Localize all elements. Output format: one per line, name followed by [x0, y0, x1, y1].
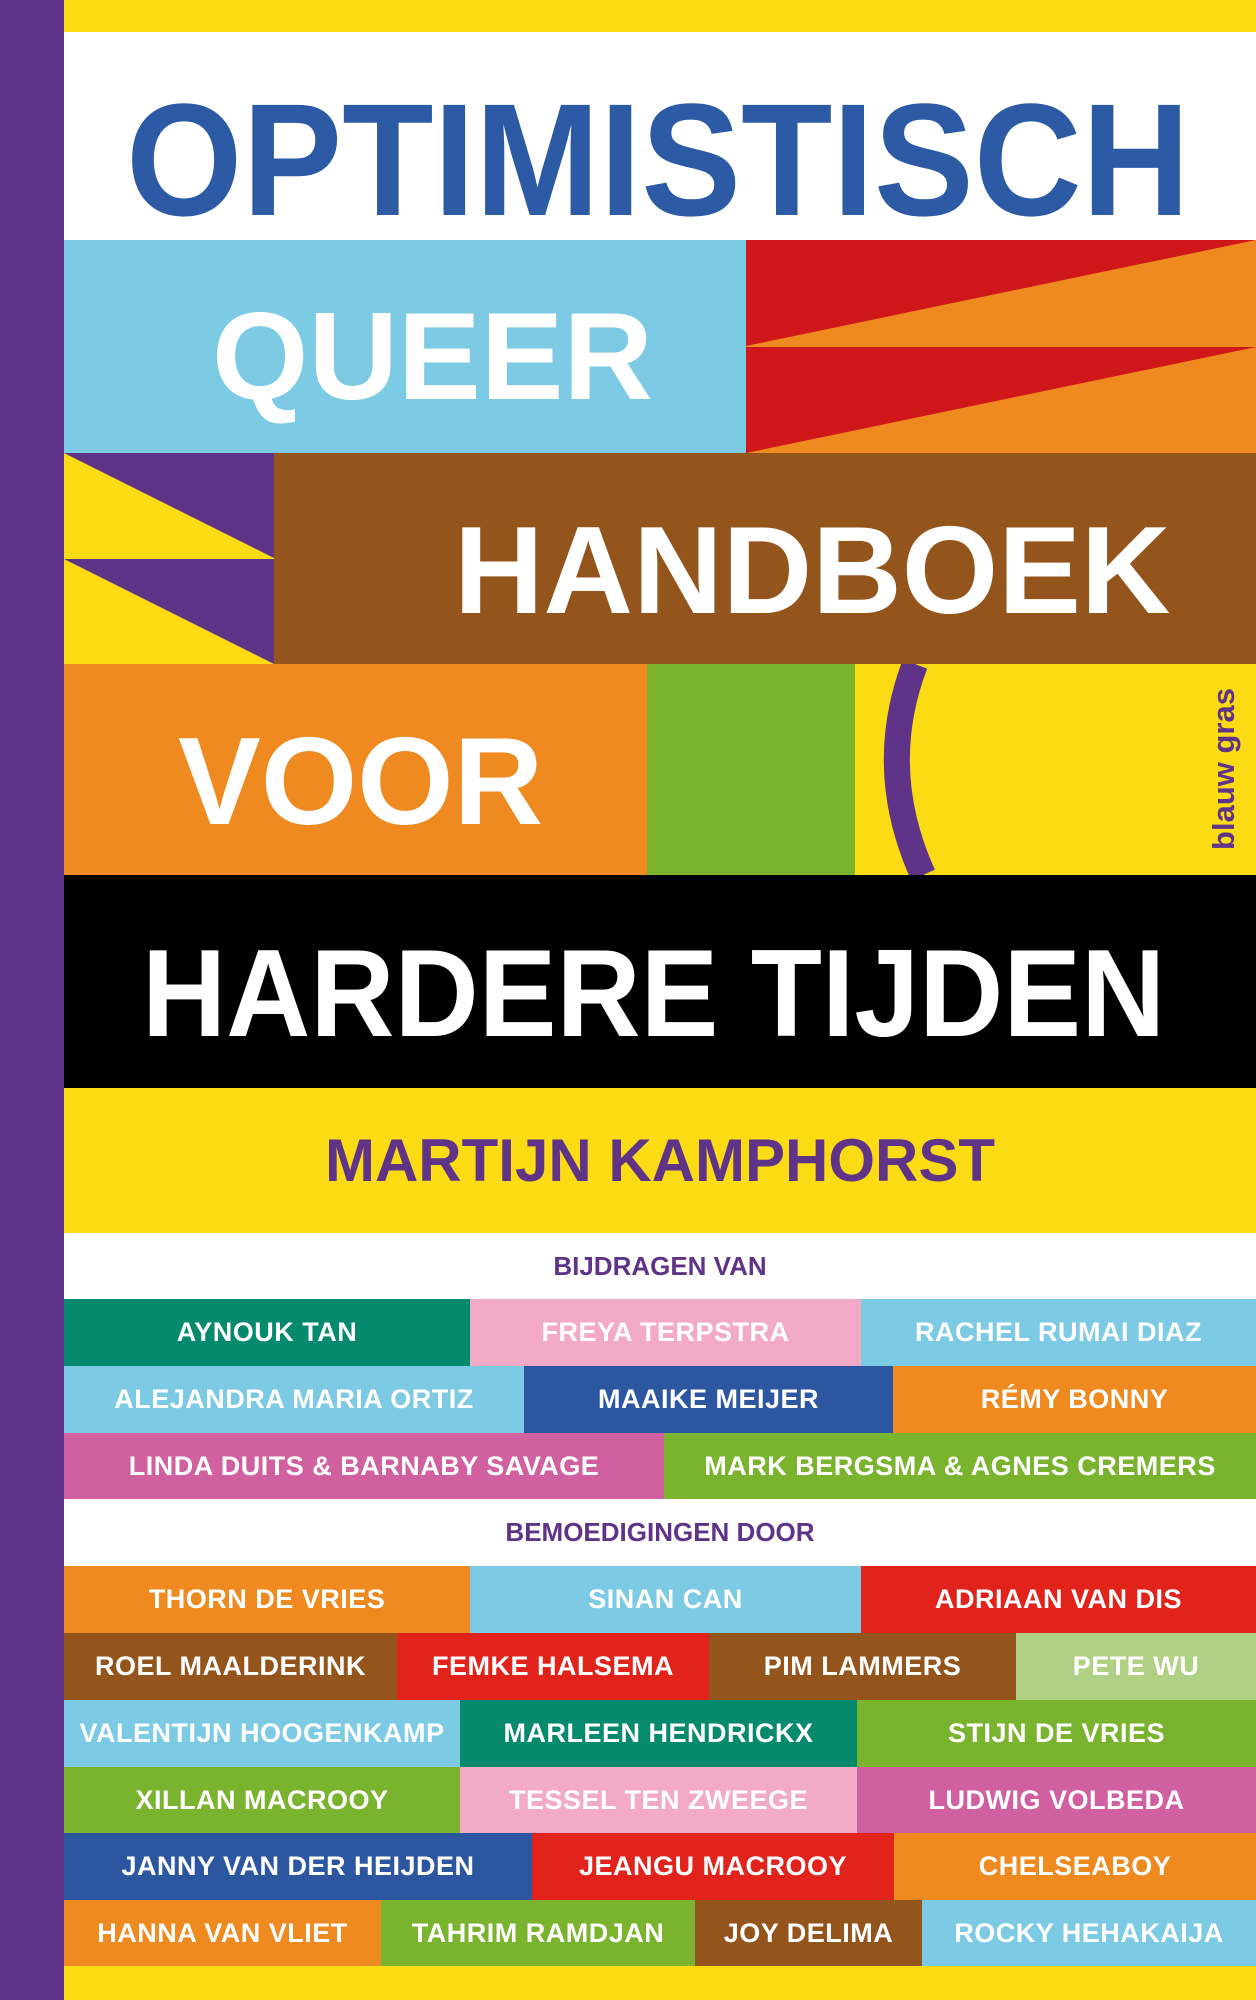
name-cell: HANNA VAN VLIET	[64, 1900, 381, 1966]
contributors-row: ALEJANDRA MARIA ORTIZ MAAIKE MEIJER RÉMY B…	[64, 1366, 1256, 1433]
name-cell: MAAIKE MEIJER	[524, 1366, 893, 1433]
name-cell: TESSEL TEN ZWEEGE	[460, 1767, 857, 1833]
author-name: MARTIJN KAMPHORST	[325, 1127, 995, 1194]
name-cell: MARLEEN HENDRICKX	[460, 1700, 857, 1767]
title-handboek: HANDBOEK	[454, 502, 1171, 640]
name-cell: LUDWIG VOLBEDA	[857, 1767, 1256, 1833]
name-cell: RACHEL RUMAI DIAZ	[861, 1299, 1256, 1366]
publisher-logo: blauw gras	[1206, 688, 1241, 850]
name-cell: SINAN CAN	[470, 1566, 861, 1633]
name-cell: VALENTIJN HOOGENKAMP	[64, 1700, 460, 1767]
name-cell: TAHRIM RAMDJAN	[381, 1900, 695, 1966]
name-cell: JANNY VAN DER HEIJDEN	[64, 1833, 532, 1900]
book-spine	[0, 0, 64, 2000]
encouragements-row: THORN DE VRIES SINAN CAN ADRIAAN VAN DIS	[64, 1566, 1256, 1633]
encouragements-row: VALENTIJN HOOGENKAMP MARLEEN HENDRICKX STI…	[64, 1700, 1256, 1767]
name-cell: ROCKY HEHAKAIJA	[922, 1900, 1256, 1966]
encouragements-row: JANNY VAN DER HEIJDEN JEANGU MACROOY CHELS…	[64, 1833, 1256, 1900]
name-cell: RÉMY BONNY	[893, 1366, 1256, 1433]
encouragements-heading: BEMOEDIGINGEN DOOR	[64, 1499, 1256, 1566]
name-cell: FREYA TERPSTRA	[470, 1299, 861, 1366]
green-block	[647, 664, 855, 875]
title-queer: QUEER	[212, 288, 653, 426]
hardere-tijden-band: HARDERE TIJDEN	[64, 875, 1256, 1088]
name-cell: FEMKE HALSEMA	[397, 1633, 709, 1700]
handboek-band: HANDBOEK	[64, 453, 1256, 664]
name-cell: ROEL MAALDERINK	[64, 1633, 397, 1700]
name-cell: ALEJANDRA MARIA ORTIZ	[64, 1366, 524, 1433]
encouragements-row: XILLAN MACROOY TESSEL TEN ZWEEGE LUDWIG VO…	[64, 1767, 1256, 1833]
purple-yellow-triangles	[64, 453, 274, 664]
contributors-row: AYNOUK TAN FREYA TERPSTRA RACHEL RUMAI DIA…	[64, 1299, 1256, 1366]
name-cell: LINDA DUITS & BARNABY SAVAGE	[64, 1433, 664, 1499]
orange-block	[64, 664, 647, 875]
voor-band: VOOR blauw gras	[64, 664, 1256, 875]
title-hardere-tijden: HARDERE TIJDEN	[142, 925, 1166, 1063]
contributors-heading: BIJDRAGEN VAN	[64, 1233, 1256, 1299]
encouragements-row: ROEL MAALDERINK FEMKE HALSEMA PIM LAMMERS P…	[64, 1633, 1256, 1700]
title-optimistisch: OPTIMISTISCH	[126, 70, 1190, 240]
name-cell: JEANGU MACROOY	[532, 1833, 894, 1900]
encouragements-row: HANNA VAN VLIET TAHRIM RAMDJAN JOY DELIMA R…	[64, 1900, 1256, 1966]
name-cell: PETE WU	[1016, 1633, 1256, 1700]
author-band: MARTIJN KAMPHORST	[64, 1088, 1256, 1233]
name-cell: MARK BERGSMA & AGNES CREMERS	[664, 1433, 1256, 1499]
name-cell: AYNOUK TAN	[64, 1299, 470, 1366]
name-cell: XILLAN MACROOY	[64, 1767, 460, 1833]
name-cell: CHELSEABOY	[894, 1833, 1256, 1900]
name-cell: JOY DELIMA	[695, 1900, 922, 1966]
purple-arc	[883, 664, 935, 875]
title-band: OPTIMISTISCH	[64, 32, 1256, 240]
queer-band: QUEER	[64, 240, 1256, 453]
name-cell: ADRIAAN VAN DIS	[861, 1566, 1256, 1633]
name-cell: THORN DE VRIES	[64, 1566, 470, 1633]
contributors-row: LINDA DUITS & BARNABY SAVAGE MARK BERGSMA…	[64, 1433, 1256, 1499]
red-orange-triangles	[746, 240, 1256, 453]
name-cell: STIJN DE VRIES	[857, 1700, 1256, 1767]
title-voor: VOOR	[178, 713, 544, 851]
name-cell: PIM LAMMERS	[709, 1633, 1016, 1700]
